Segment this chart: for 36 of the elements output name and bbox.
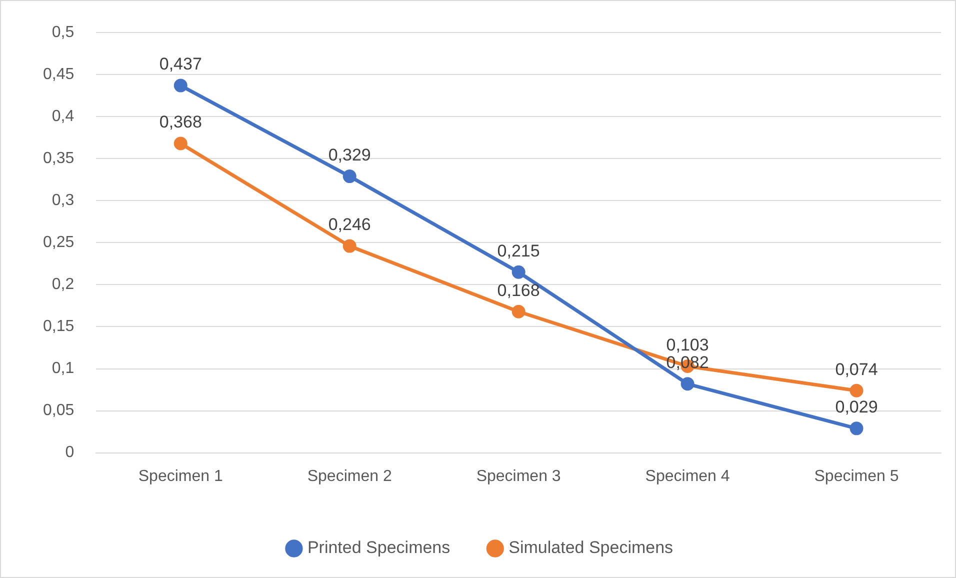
point (512, 265, 526, 279)
y-tick-label: 0,3 (52, 192, 74, 210)
point (680, 377, 694, 391)
y-tick-label: 0,05 (43, 402, 74, 420)
y-tick-label: 0,4 (52, 108, 74, 126)
data-label: 0,029 (835, 398, 878, 417)
x-tick-label: Specimen 1 (138, 468, 223, 485)
data-label: 0,246 (328, 215, 371, 234)
y-tick-label: 0 (65, 444, 74, 462)
point (850, 422, 864, 436)
x-tick-label: Specimen 3 (476, 468, 561, 485)
y-tick-label: 0,1 (52, 360, 74, 378)
point (512, 304, 526, 318)
data-label: 0,074 (835, 360, 878, 379)
data-label: 0,368 (159, 112, 202, 132)
y-tick-label: 0,15 (43, 318, 74, 336)
point (342, 239, 356, 253)
y-tick-label: 0,5 (52, 24, 74, 42)
data-label: 0,437 (159, 54, 202, 74)
point (342, 170, 356, 184)
y-tick-label: 0,35 (43, 150, 74, 168)
data-label: 0,215 (497, 241, 540, 260)
x-tick-label: Specimen 5 (814, 468, 899, 485)
legend-label: Printed Specimens (307, 538, 450, 558)
data-label: 0,168 (497, 280, 540, 300)
y-tick-label: 0,25 (43, 234, 74, 252)
y-tick-label: 0,45 (43, 66, 74, 84)
data-label: 0,329 (328, 145, 371, 164)
point (174, 136, 188, 150)
data-label: 0,103 (666, 335, 709, 354)
x-tick-label: Specimen 2 (307, 468, 392, 485)
y-tick-label: 0,2 (52, 276, 74, 294)
x-tick-label: Specimen 4 (645, 468, 730, 485)
point (174, 78, 188, 92)
point (850, 384, 864, 398)
legend-label: Simulated Specimens (508, 538, 674, 558)
